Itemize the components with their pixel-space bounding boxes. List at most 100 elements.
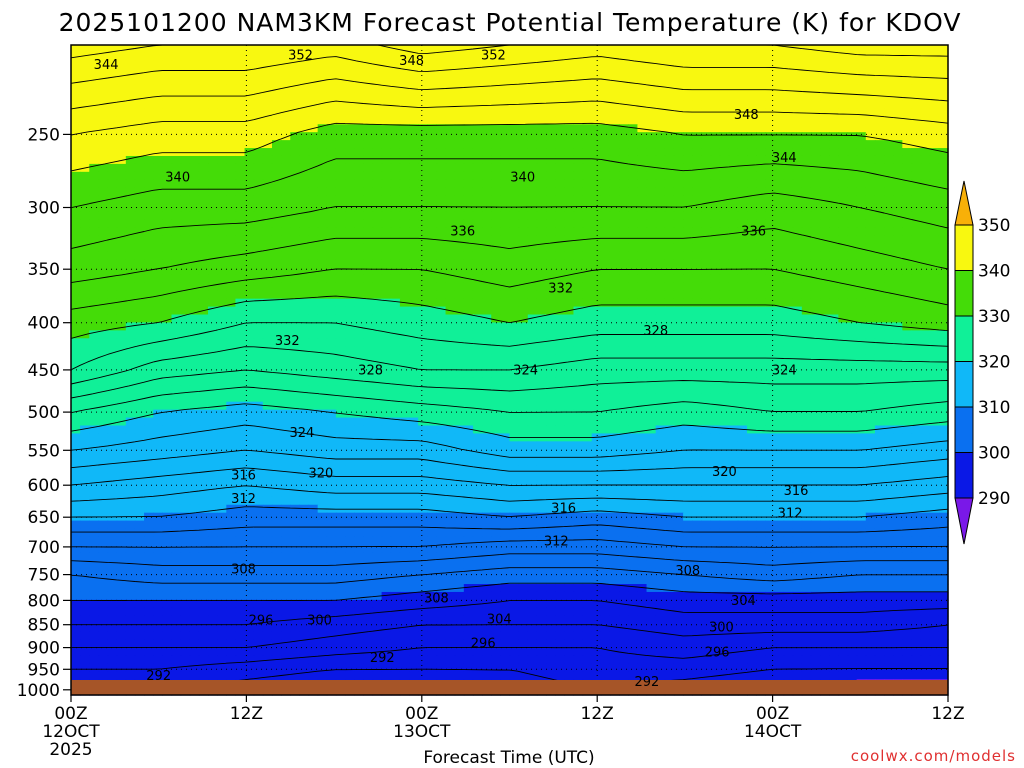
theta-fill-cell <box>655 385 666 395</box>
theta-fill-cell <box>527 298 538 308</box>
theta-fill-cell <box>783 290 794 300</box>
theta-fill-cell <box>701 235 712 244</box>
theta-fill-cell <box>893 68 903 78</box>
theta-fill-cell <box>664 92 675 102</box>
theta-fill-cell <box>591 377 602 387</box>
theta-fill-cell <box>783 45 794 54</box>
theta-fill-cell <box>299 274 310 284</box>
theta-fill-cell <box>692 155 702 165</box>
theta-fill-cell <box>436 163 447 173</box>
theta-fill-cell <box>399 52 410 62</box>
theta-fill-cell <box>555 362 565 371</box>
theta-fill-cell <box>737 259 748 268</box>
theta-fill-cell <box>153 155 163 165</box>
theta-fill-cell <box>527 290 538 300</box>
theta-fill-cell <box>463 441 474 450</box>
theta-fill-cell <box>308 140 319 149</box>
theta-fill-cell <box>527 259 538 268</box>
theta-fill-cell <box>436 187 447 197</box>
theta-fill-cell <box>271 45 282 54</box>
theta-fill-cell <box>737 441 748 450</box>
theta-fill-cell <box>208 84 218 94</box>
theta-fill-cell <box>884 417 894 427</box>
theta-fill-cell <box>445 377 456 387</box>
theta-fill-cell <box>509 187 520 197</box>
theta-fill-cell <box>317 362 328 371</box>
theta-fill-cell <box>472 148 483 157</box>
theta-fill-cell <box>820 68 830 78</box>
theta-fill-cell <box>308 171 319 181</box>
theta-fill-cell <box>262 227 273 236</box>
theta-fill-cell <box>80 274 90 284</box>
theta-fill-cell <box>646 290 657 300</box>
theta-fill-cell <box>463 108 474 117</box>
theta-fill-cell <box>208 68 218 78</box>
theta-fill-cell <box>555 393 565 403</box>
theta-fill-cell <box>354 116 364 125</box>
theta-fill-cell <box>628 68 638 78</box>
theta-fill-cell <box>701 370 712 379</box>
theta-fill-cell <box>290 155 300 165</box>
theta-fill-cell <box>454 322 465 331</box>
theta-fill-cell <box>792 235 803 244</box>
theta-fill-cell <box>299 298 310 308</box>
theta-fill-cell <box>536 266 547 276</box>
theta-fill-cell <box>235 401 246 411</box>
theta-fill-cell <box>719 108 730 117</box>
theta-fill-cell <box>874 179 885 189</box>
theta-fill-cell <box>326 377 337 387</box>
theta-fill-cell <box>920 124 931 133</box>
theta-fill-cell <box>609 132 620 141</box>
theta-fill-cell <box>235 441 246 450</box>
theta-fill-cell <box>600 377 611 387</box>
theta-fill-cell <box>874 449 885 458</box>
theta-fill-cell <box>290 179 300 189</box>
theta-fill-cell <box>692 140 702 149</box>
theta-fill-cell <box>747 409 757 419</box>
theta-fill-cell <box>673 92 684 102</box>
theta-fill-cell <box>134 298 145 308</box>
theta-fill-cell <box>80 314 90 324</box>
theta-fill-cell <box>317 322 328 331</box>
theta-fill-cell <box>774 52 785 62</box>
theta-fill-cell <box>555 251 565 260</box>
theta-fill-cell <box>98 100 109 110</box>
theta-fill-cell <box>546 322 556 331</box>
theta-fill-cell <box>546 155 556 165</box>
theta-fill-cell <box>536 377 547 387</box>
theta-fill-cell <box>838 330 849 339</box>
theta-fill-cell <box>208 266 218 276</box>
theta-fill-cell <box>116 132 127 141</box>
theta-fill-cell <box>472 76 483 86</box>
theta-fill-cell <box>500 290 511 300</box>
theta-fill-cell <box>418 346 428 355</box>
theta-fill-cell <box>728 290 739 300</box>
theta-fill-cell <box>354 92 364 102</box>
theta-fill-cell <box>783 148 794 157</box>
theta-fill-cell <box>600 370 611 379</box>
theta-fill-cell <box>253 187 264 197</box>
theta-fill-cell <box>189 132 200 141</box>
theta-fill-cell <box>317 449 328 458</box>
theta-fill-cell <box>728 243 739 252</box>
theta-fill-cell <box>308 346 319 355</box>
theta-fill-cell <box>281 195 291 205</box>
theta-fill-cell <box>354 140 364 149</box>
theta-fill-cell <box>71 148 81 157</box>
theta-fill-cell <box>198 449 209 458</box>
theta-fill-cell <box>89 179 100 189</box>
theta-fill-cell <box>144 140 154 149</box>
theta-fill-cell <box>783 274 794 284</box>
theta-fill-cell <box>290 148 300 157</box>
theta-fill-cell <box>372 124 383 133</box>
theta-fill-cell <box>409 211 419 220</box>
theta-fill-cell <box>144 385 154 395</box>
theta-fill-cell <box>938 52 949 62</box>
theta-fill-cell <box>244 425 255 435</box>
theta-fill-cell <box>345 108 355 117</box>
theta-fill-cell <box>664 306 675 316</box>
theta-fill-cell <box>902 282 913 292</box>
theta-fill-cell <box>536 385 547 395</box>
theta-fill-cell <box>810 385 821 395</box>
theta-fill-cell <box>874 290 885 300</box>
